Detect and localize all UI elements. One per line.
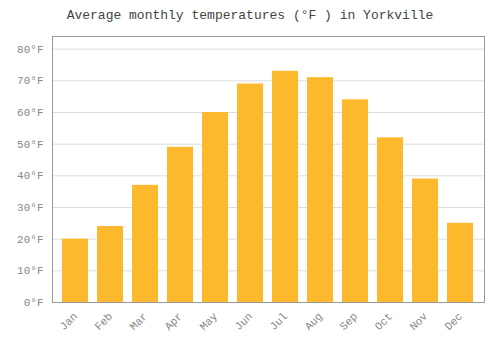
svg-text:Aug: Aug: [303, 310, 325, 332]
svg-text:Apr: Apr: [163, 310, 185, 332]
svg-text:Sep: Sep: [338, 310, 360, 332]
svg-text:60°F: 60°F: [17, 107, 43, 119]
svg-text:40°F: 40°F: [17, 170, 43, 182]
svg-text:30°F: 30°F: [17, 202, 43, 214]
svg-text:Oct: Oct: [373, 310, 395, 332]
svg-text:May: May: [198, 310, 221, 333]
svg-text:Mar: Mar: [128, 310, 150, 332]
svg-text:Feb: Feb: [93, 310, 115, 332]
html-text:Average monthly temperatures (: Average monthly temperatures (°F ) in Yo…: [66, 8, 434, 23]
svg-text:0°F: 0°F: [24, 297, 44, 309]
svg-text:Jul: Jul: [268, 310, 290, 332]
svg-text:70°F: 70°F: [17, 75, 43, 87]
svg-text:Nov: Nov: [408, 310, 431, 333]
svg-text:Jan: Jan: [58, 310, 80, 332]
svg-text:Jun: Jun: [233, 310, 255, 332]
svg-text:50°F: 50°F: [17, 139, 43, 151]
svg-text:20°F: 20°F: [17, 234, 43, 246]
svg-text:80°F: 80°F: [17, 44, 43, 56]
svg-text:Dec: Dec: [443, 310, 465, 332]
svg-text:10°F: 10°F: [17, 265, 43, 277]
